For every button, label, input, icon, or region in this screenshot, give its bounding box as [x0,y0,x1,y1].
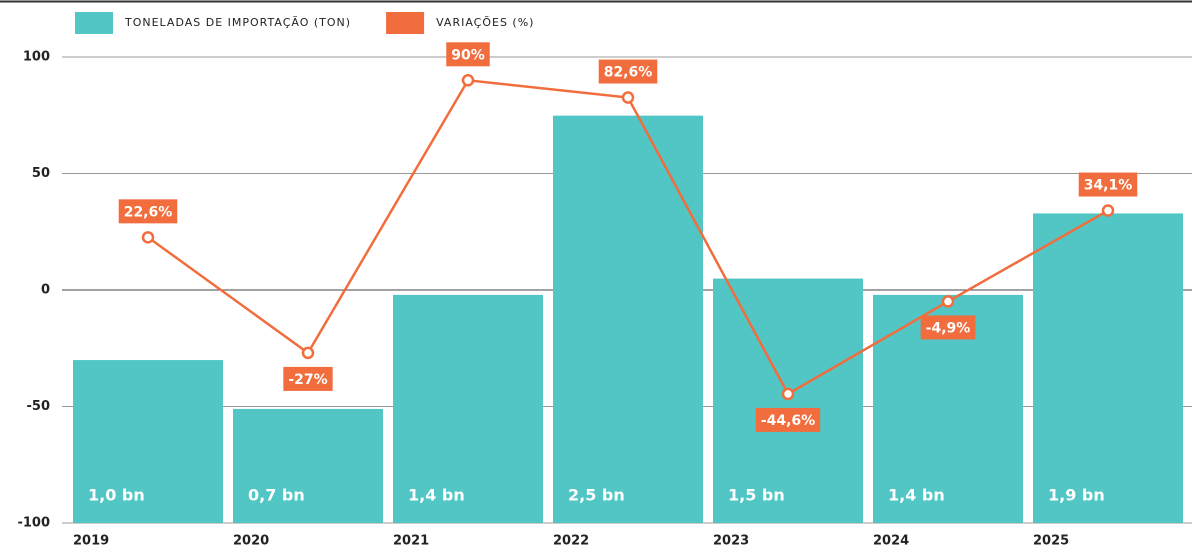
point [461,74,475,87]
bar [233,408,383,523]
bar-label: 1,4 bn [408,486,465,505]
point-label: 34,1% [1078,172,1138,197]
bar-label: 1,4 bn [888,486,945,505]
bar [553,115,703,523]
point-label: -4,9% [920,315,976,340]
label-box [1078,172,1138,197]
bar [73,360,223,523]
x-tick-label: 2020 [233,534,269,549]
bar-label: 1,0 bn [88,486,145,505]
y-tick-label: 100 [23,50,50,65]
point [941,295,955,308]
point-label: 90% [446,42,490,67]
bar [393,294,543,523]
point-label-text: -4,9% [926,320,971,336]
point-label-text: 90% [451,47,485,63]
point [141,231,155,244]
label-box [446,42,490,67]
y-tick-label: 0 [41,283,50,298]
point [301,346,315,360]
point-label-text: -27% [288,372,327,388]
label-box [118,199,178,224]
bar [1033,213,1183,523]
point [781,387,795,401]
y-tick-label: -100 [17,516,50,531]
bar-label: 0,7 bn [248,486,305,505]
label-box [755,407,821,432]
legend-swatch [386,12,425,34]
bar-label: 2,5 bn [568,486,625,505]
x-tick-label: 2025 [1033,534,1069,549]
label-box [920,315,976,340]
legend-label: VARIAÇÕES (%) [436,16,534,29]
point-label-text: 34,1% [1084,178,1133,194]
point [1101,204,1115,217]
x-tick-label: 2019 [73,534,109,549]
point-label: 82,6% [598,59,658,84]
legend-swatch [75,12,113,34]
bar [713,278,863,523]
point-label: 22,6% [118,199,178,224]
x-tick-label: 2024 [873,534,909,549]
point-label-text: -44,6% [761,413,815,429]
x-tick-label: 2023 [713,534,749,549]
point [621,91,635,104]
legend-label: TONELADAS DE IMPORTAÇÃO (TON) [124,16,351,29]
point-label: -44,6% [755,407,821,432]
y-tick-label: 50 [32,166,50,181]
point-label: -27% [283,366,333,391]
point-label-text: 22,6% [124,204,173,220]
x-tick-label: 2022 [553,534,589,549]
label-box [283,366,333,391]
point-label-text: 82,6% [604,65,653,81]
y-tick-label: -50 [27,399,51,414]
label-box [598,59,658,84]
x-tick-label: 2021 [393,534,429,549]
bar-label: 1,9 bn [1048,486,1105,505]
bar-label: 1,5 bn [728,486,785,505]
